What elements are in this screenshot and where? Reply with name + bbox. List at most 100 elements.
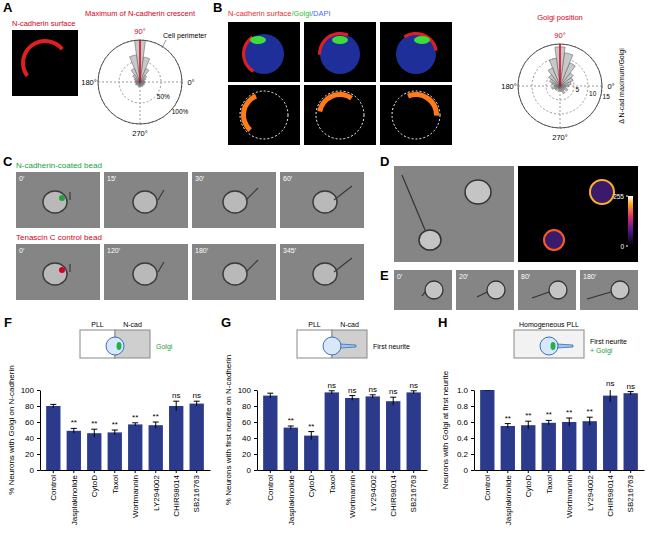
error-bar [370,395,376,398]
image-detail [246,260,258,272]
annotation: ns [606,379,614,388]
tick: 60 [25,418,40,427]
annotation: ns [389,387,397,396]
error-cap [349,395,355,396]
image [12,30,78,96]
tick-label: Wortmannin [565,475,574,518]
error-bar [525,421,531,429]
tick-label: 0 [247,466,252,475]
image [380,85,452,145]
error-bar [308,432,314,440]
tick-label: 0° [187,78,194,87]
tick: 100 [238,386,257,395]
tick-label: Control [49,475,58,501]
error-bar [153,422,159,428]
tick-label: 20 [242,450,251,459]
annotation: ns [409,381,417,390]
image [394,270,452,310]
time-label: 120′ [107,247,121,254]
image-detail [334,186,352,200]
tick-label: 0.4 [457,434,469,443]
tick-mark [290,470,291,473]
tick-mark [254,454,257,455]
error-bar [288,426,294,429]
tick: 60 [242,418,257,427]
image-detail [313,263,337,285]
tick-mark [196,470,197,473]
image-title: N-cadherin surface [12,19,75,28]
error-cap [329,390,335,391]
time-label: 0′ [397,273,403,280]
error-cap [308,431,314,432]
tick-label: CHIR98014 [606,474,615,516]
tick-label: 80 [25,402,34,411]
tick: Wortmannin [565,470,574,518]
image-detail [414,36,430,44]
bar [366,396,380,470]
tick-label: 0 [464,466,469,475]
bars [548,47,575,94]
error-bar [50,404,56,407]
tick-mark [37,422,40,423]
tick-mark [254,438,257,439]
bar [549,75,560,86]
tick: CHIR98014 [606,470,615,517]
image-detail [43,263,67,285]
polar-chart: 0°90°180°270°50%100%Maximum of N-cadheri… [81,9,196,138]
tick-mark [254,406,257,407]
tick-label: Taxol [111,475,120,494]
error-cap [91,429,97,430]
image-title-part: /Golgi [291,9,311,18]
tick-mark [487,470,488,473]
tick-label: 0° [607,82,614,91]
annotation: ns [368,385,376,394]
bar [128,424,142,470]
tick: SB216763 [626,470,635,512]
tick: CytoD [307,470,316,497]
image [192,244,276,300]
tick-label: Control [266,475,275,501]
error-bar [91,429,97,437]
tick-label: 40 [25,434,34,443]
bar [562,422,576,470]
grid-spoke [560,86,602,87]
bar [87,433,101,470]
image-detail [59,195,65,201]
tick-label: CytoD [524,475,533,497]
grid-spoke [140,82,141,124]
axis-title: % Neurons with first neurite on N-cadher… [224,355,233,505]
golgi [117,342,122,350]
tick: CytoD [524,470,533,497]
error-line [270,393,271,398]
time-label: 20′ [459,273,469,280]
image-detail [316,91,364,139]
tick-mark [270,470,271,473]
tick: Wortmannin [348,470,357,518]
error-bar [349,396,355,401]
annotation: ** [587,407,593,416]
error-cap [288,426,294,427]
error-cap [112,430,118,431]
tick-mark [610,470,611,473]
annotation: ** [91,419,97,428]
inset-label: + Golgi [590,347,613,355]
error-cap [132,422,138,423]
tick-mark [254,390,257,391]
tick-mark [53,470,54,473]
panel-label: D [380,154,389,169]
tick: Control [483,470,492,501]
error-bar [546,420,552,425]
panel-label: C [3,154,13,169]
image-detail [422,292,425,296]
image-detail [21,39,64,77]
tick: Taxol [545,470,554,494]
axis-line [41,470,211,471]
tick-mark [528,470,529,473]
tick: 20 [242,450,257,459]
tick-label: CHIR98014 [172,474,181,516]
tick-label: 0 [620,243,624,250]
grid-spoke [560,44,561,86]
image-detail [532,292,549,298]
annotation: ** [566,408,572,417]
image-detail [404,32,438,51]
